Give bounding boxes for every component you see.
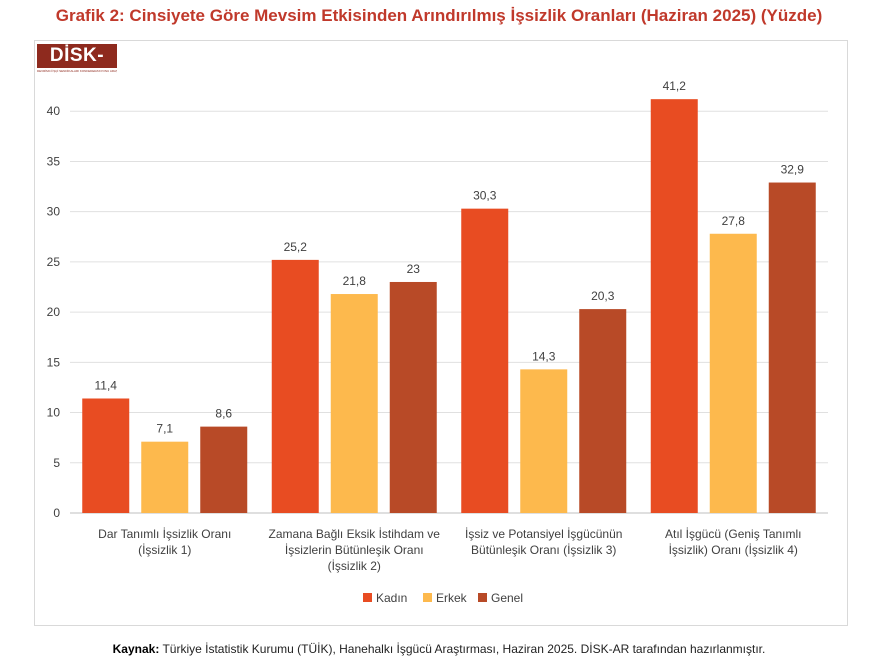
data-label: 14,3 <box>532 349 556 363</box>
y-tick-label: 0 <box>53 506 60 520</box>
data-label: 27,8 <box>722 214 746 228</box>
source-label: Kaynak: <box>112 642 160 656</box>
x-tick-label: Atıl İşgücü (Geniş Tanımlı <box>665 527 802 541</box>
data-label: 7,1 <box>156 422 173 436</box>
y-tick-label: 40 <box>47 104 61 118</box>
bar-erkek <box>520 369 568 513</box>
bar-genel <box>768 182 816 513</box>
legend-swatch <box>423 593 432 602</box>
data-label: 11,4 <box>95 378 118 392</box>
chart-title: Grafik 2: Cinsiyete Göre Mevsim Etkisind… <box>55 6 823 25</box>
logo-subtitle: DEVRİMCİ İŞÇİ SENDİKALARI KONFEDERASYONU… <box>37 69 117 73</box>
x-tick-label: Zamana Bağlı Eksik İstihdam ve <box>269 527 441 541</box>
x-tick-label: (İşsizlik 2) <box>328 559 381 573</box>
data-label: 25,2 <box>284 240 308 254</box>
bar-kadın <box>82 398 130 513</box>
data-label: 23 <box>407 262 421 276</box>
data-label: 32,9 <box>781 163 805 177</box>
legend-swatch <box>363 593 372 602</box>
bar-erkek <box>141 441 189 513</box>
x-tick-label: İşsizlerin Bütünleşik Oranı <box>285 543 424 557</box>
legend-label: Genel <box>491 591 523 605</box>
data-label: 41,2 <box>663 79 687 93</box>
disk-ar-logo: DİSK-AR DEVRİMCİ İŞÇİ SENDİKALARI KONFED… <box>37 44 117 90</box>
y-tick-label: 30 <box>47 205 61 219</box>
legend-label: Erkek <box>436 591 468 605</box>
data-label: 20,3 <box>591 289 615 303</box>
y-tick-label: 5 <box>53 456 60 470</box>
bar-erkek <box>330 294 378 513</box>
legend-swatch <box>478 593 487 602</box>
bar-erkek <box>709 233 757 513</box>
data-label: 30,3 <box>473 189 497 203</box>
bar-kadın <box>271 259 319 513</box>
x-tick-label: (İşsizlik 1) <box>138 543 191 557</box>
y-tick-label: 35 <box>47 154 61 168</box>
source-note: Kaynak: Türkiye İstatistik Kurumu (TÜİK)… <box>0 642 878 656</box>
y-tick-label: 20 <box>47 305 61 319</box>
y-tick-label: 10 <box>47 406 61 420</box>
bar-genel <box>200 426 248 513</box>
y-tick-label: 15 <box>47 355 61 369</box>
x-tick-label: İşsizlik) Oranı (İşsizlik 4) <box>669 543 798 557</box>
bar-kadın <box>461 208 509 514</box>
data-label: 8,6 <box>215 407 232 421</box>
logo-wordmark: DİSK-AR <box>37 44 117 90</box>
source-text: Türkiye İstatistik Kurumu (TÜİK), Haneha… <box>159 642 766 656</box>
y-tick-label: 25 <box>47 255 61 269</box>
bar-kadın <box>650 99 698 514</box>
bar-genel <box>579 309 627 513</box>
x-tick-label: Dar Tanımlı İşsizlik Oranı <box>98 527 231 541</box>
x-tick-label: İşsiz ve Potansiyel İşgücünün <box>465 527 622 541</box>
legend-label: Kadın <box>376 591 407 605</box>
x-tick-label: Bütünleşik Oranı (İşsizlik 3) <box>471 543 616 557</box>
bar-genel <box>389 281 437 513</box>
data-label: 21,8 <box>343 274 367 288</box>
